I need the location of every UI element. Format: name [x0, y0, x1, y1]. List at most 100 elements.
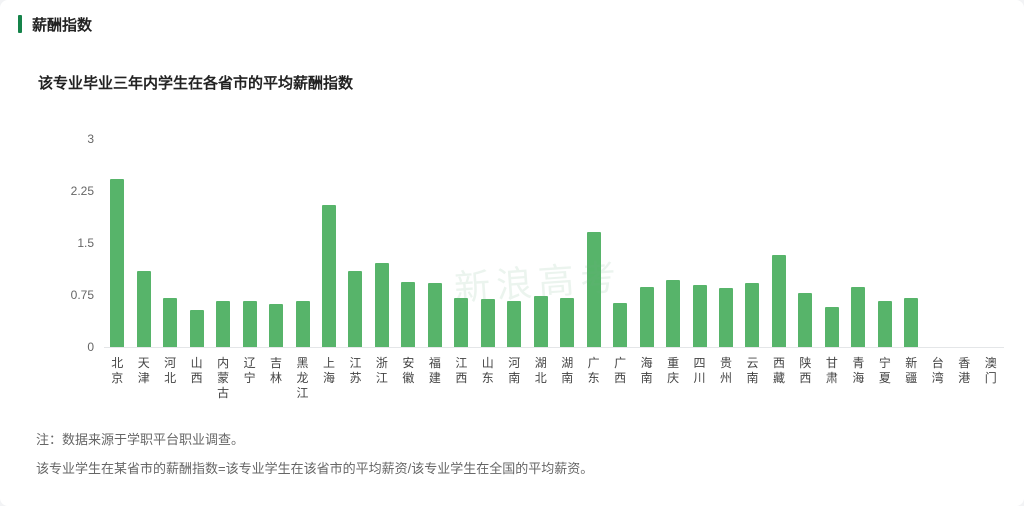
bar-area	[607, 139, 633, 347]
bar-宁夏[interactable]	[877, 300, 892, 347]
bar-河南[interactable]	[507, 301, 522, 347]
chart-column: 山东	[475, 139, 501, 401]
bar-北京[interactable]	[110, 179, 125, 347]
x-axis-label: 江西	[455, 356, 468, 385]
bar-area	[951, 139, 977, 347]
x-axis-label: 山西	[190, 356, 203, 385]
bar-area	[580, 139, 606, 347]
y-axis-tick: 3	[87, 132, 94, 146]
bar-四川[interactable]	[692, 284, 707, 347]
bar-山东[interactable]	[480, 299, 495, 347]
chart-column: 贵州	[713, 139, 739, 401]
chart-column: 安徽	[395, 139, 421, 401]
x-axis-label: 台湾	[931, 356, 944, 385]
bar-area	[633, 139, 659, 347]
x-axis-label: 北京	[111, 356, 124, 385]
bar-area	[977, 139, 1003, 347]
chart-column: 广西	[607, 139, 633, 401]
bar-天津[interactable]	[136, 270, 151, 347]
bar-area	[766, 139, 792, 347]
bar-area	[528, 139, 554, 347]
bar-area	[819, 139, 845, 347]
bar-青海[interactable]	[851, 287, 866, 347]
chart-column: 江西	[448, 139, 474, 401]
chart-column: 浙江	[369, 139, 395, 401]
chart-column: 黑龙江	[289, 139, 315, 401]
x-axis-label: 内蒙古	[217, 356, 230, 400]
x-axis-label: 辽宁	[243, 356, 256, 385]
plot-area: 北京 天津 河北 山西 内蒙古 辽宁 吉林 黑龙江 上海 江苏 浙江 安徽 福建 江西 山东 河南 湖北 湖南 广东…	[104, 139, 1004, 401]
bar-陕西[interactable]	[798, 292, 813, 347]
x-axis-label: 湖南	[561, 356, 574, 385]
chart-column: 北京	[104, 139, 130, 401]
bar-area	[263, 139, 289, 347]
chart-column: 河北	[157, 139, 183, 401]
bar-area	[316, 139, 342, 347]
bar-area	[183, 139, 209, 347]
bar-吉林[interactable]	[269, 304, 284, 347]
bar-area	[713, 139, 739, 347]
bar-area	[739, 139, 765, 347]
bar-内蒙古[interactable]	[216, 300, 231, 347]
bar-浙江[interactable]	[374, 263, 389, 347]
bar-贵州[interactable]	[719, 288, 734, 347]
y-axis-tick: 0	[87, 340, 94, 354]
bar-江西[interactable]	[454, 297, 469, 347]
chart-column: 广东	[580, 139, 606, 401]
bar-area	[342, 139, 368, 347]
chart-column: 天津	[130, 139, 156, 401]
x-axis-label: 重庆	[667, 356, 680, 385]
bar-云南[interactable]	[745, 283, 760, 347]
bar-安徽[interactable]	[401, 281, 416, 347]
bar-area	[130, 139, 156, 347]
bar-山西[interactable]	[189, 310, 204, 347]
bar-新疆[interactable]	[904, 297, 919, 347]
bar-area	[157, 139, 183, 347]
x-axis-label: 河南	[508, 356, 521, 385]
chart-column: 重庆	[660, 139, 686, 401]
note-source: 注：数据来源于学职平台职业调查。	[36, 432, 245, 447]
bar-福建[interactable]	[427, 282, 442, 347]
bar-湖北[interactable]	[533, 296, 548, 347]
x-axis-label: 青海	[852, 356, 865, 385]
x-axis-line	[104, 347, 1004, 348]
x-axis-label: 湖北	[534, 356, 547, 385]
x-axis-label: 上海	[322, 356, 335, 385]
bar-重庆[interactable]	[666, 279, 681, 347]
bar-黑龙江[interactable]	[295, 300, 310, 347]
bar-上海[interactable]	[321, 204, 336, 347]
x-axis-label: 四川	[693, 356, 706, 385]
chart-column: 内蒙古	[210, 139, 236, 401]
chart-column: 辽宁	[236, 139, 262, 401]
bar-江苏[interactable]	[348, 270, 363, 347]
chart-column: 河南	[501, 139, 527, 401]
x-axis-label: 广西	[614, 356, 627, 385]
bar-area	[395, 139, 421, 347]
chart-column: 四川	[686, 139, 712, 401]
chart-column: 澳门	[977, 139, 1003, 401]
x-axis-label: 海南	[640, 356, 653, 385]
bar-area	[448, 139, 474, 347]
bar-湖南[interactable]	[560, 297, 575, 347]
bar-甘肃[interactable]	[824, 307, 839, 347]
x-axis-label: 甘肃	[825, 356, 838, 385]
bar-广东[interactable]	[586, 231, 601, 347]
chart-column: 云南	[739, 139, 765, 401]
salary-index-chart: 0 0.75 1.5 2.25 3 北京 天津 河北 山西 内蒙古 辽宁 吉林 黑龙江 上海 江苏 浙江 安徽…	[56, 132, 1004, 401]
x-axis-label: 河北	[164, 356, 177, 385]
bar-西藏[interactable]	[771, 255, 786, 347]
chart-title: 该专业毕业三年内学生在各省市的平均薪酬指数	[38, 75, 354, 92]
y-axis-tick: 2.25	[70, 184, 94, 198]
bar-河北[interactable]	[163, 298, 178, 347]
y-axis-tick: 0.75	[70, 288, 94, 302]
x-axis-label: 云南	[746, 356, 759, 385]
bar-广西[interactable]	[613, 303, 628, 347]
x-axis-label: 福建	[428, 356, 441, 385]
bar-area	[872, 139, 898, 347]
bar-海南[interactable]	[639, 286, 654, 347]
bar-area	[289, 139, 315, 347]
bar-辽宁[interactable]	[242, 301, 257, 347]
x-axis-label: 浙江	[375, 356, 388, 385]
bar-area	[660, 139, 686, 347]
